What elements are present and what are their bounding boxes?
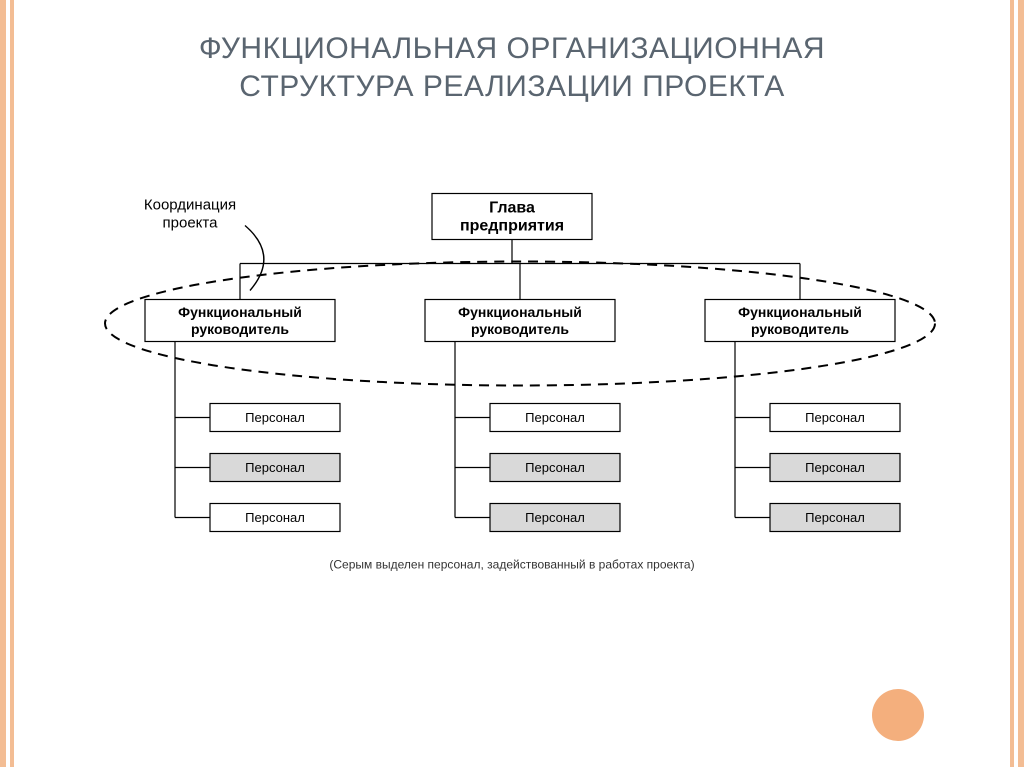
node-label: Функциональный: [738, 304, 862, 320]
stripe: [10, 0, 14, 767]
node-label: Персонал: [245, 510, 305, 525]
node-label: Персонал: [245, 410, 305, 425]
title-line1: ФУНКЦИОНАЛЬНАЯ ОРГАНИЗАЦИОННАЯ: [199, 32, 825, 65]
stripe: [0, 0, 6, 767]
node-label: Функциональный: [178, 304, 302, 320]
node-label: Персонал: [245, 460, 305, 475]
org-chart-svg: Координацияпроекта Главапредприятия Функци…: [60, 160, 964, 727]
chart-footnote: (Серым выделен персонал, задействованный…: [329, 558, 694, 572]
node-label: Персонал: [525, 460, 585, 475]
node-label: Персонал: [805, 510, 865, 525]
node-label: Персонал: [805, 410, 865, 425]
left-border: [0, 0, 12, 767]
right-border: [1012, 0, 1024, 767]
node-label: Координация: [144, 196, 236, 213]
node-label: Персонал: [805, 460, 865, 475]
org-chart: Координацияпроекта Главапредприятия Функци…: [60, 160, 964, 727]
slide-frame: ФУНКЦИОНАЛЬНАЯ ОРГАНИЗАЦИОННАЯ СТРУКТУРА…: [0, 0, 1024, 767]
annotation-leader: [245, 226, 264, 291]
stripe: [1018, 0, 1024, 767]
title-line2: СТРУКТУРА РЕАЛИЗАЦИИ ПРОЕКТА: [239, 70, 784, 103]
slide-title: ФУНКЦИОНАЛЬНАЯ ОРГАНИЗАЦИОННАЯ СТРУКТУРА…: [60, 30, 964, 105]
node-label: руководитель: [191, 321, 289, 337]
node-label: проекта: [163, 214, 219, 231]
node-label: Функциональный: [458, 304, 582, 320]
stripe: [1010, 0, 1014, 767]
node-label: предприятия: [460, 218, 564, 235]
node-label: Глава: [489, 200, 535, 217]
node-label: руководитель: [471, 321, 569, 337]
node-label: Персонал: [525, 410, 585, 425]
node-label: Персонал: [525, 510, 585, 525]
node-label: руководитель: [751, 321, 849, 337]
